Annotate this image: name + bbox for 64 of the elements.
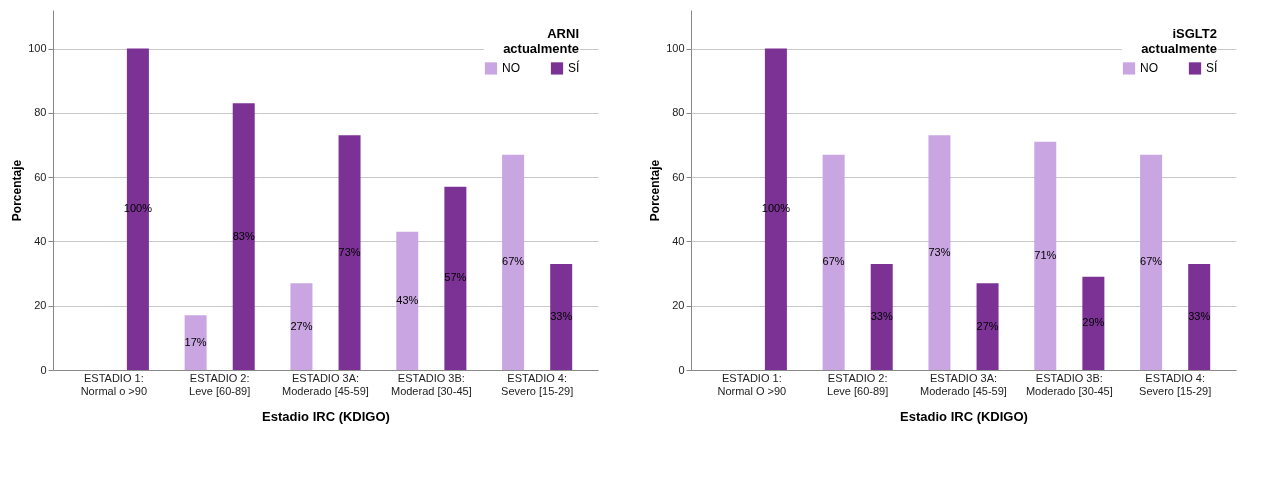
- bar: [1188, 263, 1211, 370]
- bar: [822, 154, 845, 370]
- legend-label: SÍ: [568, 60, 580, 76]
- y-tick-label: 0: [40, 363, 47, 376]
- data-label: 57%: [444, 271, 467, 284]
- bar: [444, 186, 467, 370]
- y-tick-label: 20: [34, 299, 47, 312]
- bar: [502, 154, 525, 370]
- bar: [290, 283, 313, 370]
- y-tick-label: 20: [672, 299, 685, 312]
- data-label: 73%: [928, 245, 951, 258]
- bar: [232, 103, 255, 370]
- y-tick-label: 100: [28, 42, 47, 55]
- bar: [338, 135, 361, 370]
- data-label: 67%: [1140, 255, 1163, 268]
- x-tick-label: ESTADIO 4: Severo [15-29]: [501, 371, 574, 397]
- y-axis-title: Porcentaje: [648, 159, 663, 222]
- y-tick-label: 60: [34, 170, 47, 183]
- data-label: 83%: [232, 229, 255, 242]
- y-axis-title: Porcentaje: [10, 159, 25, 222]
- x-tick-label: ESTADIO 1: Normal o >90: [80, 371, 148, 397]
- y-tick-label: 80: [34, 106, 47, 119]
- data-label: 33%: [870, 309, 893, 322]
- bar: [396, 231, 419, 370]
- data-label: 17%: [184, 335, 207, 348]
- x-tick-label: ESTADIO 3A: Moderado [45-59]: [282, 371, 369, 397]
- x-tick-label: ESTADIO 3B: Moderado [30-45]: [1025, 371, 1113, 397]
- bar: [928, 135, 951, 370]
- y-tick-label: 100: [666, 42, 685, 55]
- bar: [870, 263, 893, 370]
- data-label: 73%: [338, 245, 361, 258]
- x-tick-label: ESTADIO 2: Leve [60-89]: [827, 371, 889, 397]
- legend-label: SÍ: [1206, 60, 1218, 76]
- data-label: 33%: [550, 309, 573, 322]
- x-axis-title: Estadio IRC (KDIGO): [900, 408, 1028, 424]
- data-label: 33%: [1188, 309, 1211, 322]
- legend-label: NO: [502, 61, 520, 76]
- y-tick-label: 40: [34, 234, 47, 247]
- x-tick-label: ESTADIO 2: Leve [60-89]: [189, 371, 251, 397]
- y-tick-label: 80: [672, 106, 685, 119]
- y-tick-label: 60: [672, 170, 685, 183]
- bar: [976, 283, 999, 370]
- legend-title: iSGLT2 actualmente: [1141, 26, 1217, 56]
- x-tick-label: ESTADIO 4: Severo [15-29]: [1139, 371, 1212, 397]
- bar: [1140, 154, 1163, 370]
- x-tick-label: ESTADIO 3B: Moderad [30-45]: [390, 371, 472, 397]
- y-tick-label: 40: [672, 234, 685, 247]
- data-label: 67%: [822, 255, 845, 268]
- data-label: 27%: [976, 319, 999, 332]
- bar: [1082, 276, 1105, 370]
- bar: [1034, 141, 1057, 370]
- data-label: 29%: [1082, 316, 1105, 329]
- data-label: 27%: [290, 319, 313, 332]
- bar: [184, 315, 207, 370]
- y-tick-label: 0: [678, 363, 685, 376]
- x-tick-label: ESTADIO 3A: Moderado [45-59]: [920, 371, 1007, 397]
- x-tick-label: ESTADIO 1: Normal O >90: [717, 371, 787, 397]
- data-label: 71%: [1034, 248, 1057, 261]
- legend-title: ARNI actualmente: [503, 26, 579, 56]
- data-label: 43%: [396, 293, 419, 306]
- x-axis-title: Estadio IRC (KDIGO): [262, 408, 390, 424]
- legend-label: NO: [1140, 61, 1158, 76]
- bar: [550, 263, 573, 370]
- data-label: 67%: [502, 255, 525, 268]
